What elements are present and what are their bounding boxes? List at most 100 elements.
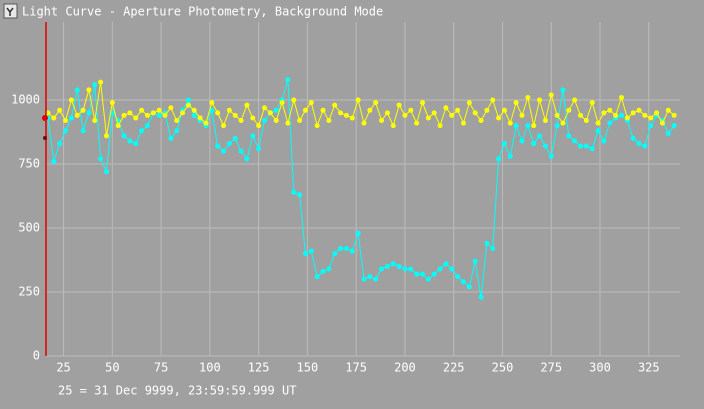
data-point bbox=[425, 115, 431, 121]
data-point bbox=[566, 133, 572, 139]
data-point bbox=[51, 115, 57, 121]
data-point bbox=[437, 266, 443, 272]
data-point bbox=[636, 141, 642, 147]
data-point bbox=[244, 102, 250, 108]
data-point bbox=[98, 156, 104, 162]
data-point bbox=[583, 118, 589, 124]
data-point bbox=[390, 123, 396, 129]
data-point bbox=[665, 130, 671, 136]
data-point bbox=[642, 143, 648, 149]
x-tick-label: 200 bbox=[394, 361, 416, 375]
data-point bbox=[478, 118, 484, 124]
data-point bbox=[320, 269, 326, 275]
data-point bbox=[466, 284, 472, 290]
x-tick-label: 275 bbox=[540, 361, 562, 375]
data-point bbox=[601, 110, 607, 116]
data-point bbox=[613, 112, 619, 118]
data-point bbox=[338, 110, 344, 116]
data-point bbox=[519, 112, 525, 118]
x-tick-label: 150 bbox=[297, 361, 319, 375]
data-point bbox=[74, 112, 80, 118]
data-point bbox=[595, 120, 601, 126]
data-point bbox=[127, 110, 133, 116]
data-point bbox=[560, 120, 566, 126]
data-point bbox=[601, 138, 607, 144]
data-point bbox=[221, 148, 227, 154]
data-point bbox=[367, 274, 373, 280]
data-point bbox=[390, 261, 396, 267]
data-point bbox=[127, 138, 133, 144]
x-tick-label: 250 bbox=[492, 361, 514, 375]
data-point bbox=[501, 141, 507, 147]
y-tick-label: 250 bbox=[18, 285, 40, 299]
data-point bbox=[525, 123, 531, 129]
data-point bbox=[425, 276, 431, 282]
data-point bbox=[302, 107, 308, 113]
data-point bbox=[197, 115, 203, 121]
x-tick-label: 175 bbox=[345, 361, 367, 375]
data-point bbox=[484, 240, 490, 246]
data-point bbox=[51, 158, 57, 164]
data-point bbox=[57, 107, 63, 113]
data-point bbox=[449, 266, 455, 272]
data-point bbox=[478, 294, 484, 300]
data-point bbox=[92, 118, 98, 124]
data-point bbox=[232, 135, 238, 141]
data-point bbox=[291, 189, 297, 195]
data-point bbox=[221, 123, 227, 129]
x-tick-label: 300 bbox=[589, 361, 611, 375]
data-point bbox=[215, 110, 221, 116]
data-point bbox=[373, 100, 379, 106]
data-point bbox=[314, 274, 320, 280]
data-point bbox=[98, 79, 104, 85]
data-point bbox=[507, 153, 513, 159]
data-point bbox=[332, 102, 338, 108]
data-point bbox=[261, 105, 267, 111]
data-point bbox=[256, 146, 262, 152]
data-point bbox=[326, 266, 332, 272]
data-point bbox=[338, 246, 344, 252]
data-point bbox=[361, 276, 367, 282]
data-point bbox=[191, 112, 197, 118]
data-point bbox=[496, 156, 502, 162]
data-point bbox=[408, 107, 414, 113]
data-point bbox=[414, 120, 420, 126]
data-point bbox=[185, 102, 191, 108]
series bbox=[45, 79, 677, 139]
data-point bbox=[279, 100, 285, 106]
data-point bbox=[156, 107, 162, 113]
data-point bbox=[332, 251, 338, 257]
data-point bbox=[648, 123, 654, 129]
x-tick-label: 325 bbox=[638, 361, 660, 375]
x-tick-label: 100 bbox=[199, 361, 221, 375]
data-point bbox=[525, 95, 531, 101]
data-point bbox=[180, 110, 186, 116]
data-point bbox=[273, 118, 279, 124]
data-point bbox=[63, 128, 69, 134]
data-point bbox=[349, 248, 355, 254]
data-point bbox=[396, 263, 402, 269]
footer-note: 25 = 31 Dec 9999, 23:59:59.999 UT bbox=[58, 384, 296, 398]
data-point bbox=[144, 123, 150, 129]
data-point bbox=[80, 107, 86, 113]
y-tick-label: 750 bbox=[18, 157, 40, 171]
data-point bbox=[484, 107, 490, 113]
data-point bbox=[630, 110, 636, 116]
data-point bbox=[226, 107, 232, 113]
data-point bbox=[133, 115, 139, 121]
data-point bbox=[103, 169, 109, 175]
data-point bbox=[578, 112, 584, 118]
data-point bbox=[636, 107, 642, 113]
data-point bbox=[291, 97, 297, 103]
data-point bbox=[419, 271, 425, 277]
data-point bbox=[86, 87, 92, 93]
y-tick-label: 0 bbox=[33, 349, 40, 363]
data-point bbox=[443, 105, 449, 111]
data-point bbox=[343, 112, 349, 118]
data-point bbox=[156, 112, 162, 118]
data-point bbox=[671, 123, 677, 129]
data-point bbox=[174, 118, 180, 124]
data-point bbox=[267, 110, 273, 116]
